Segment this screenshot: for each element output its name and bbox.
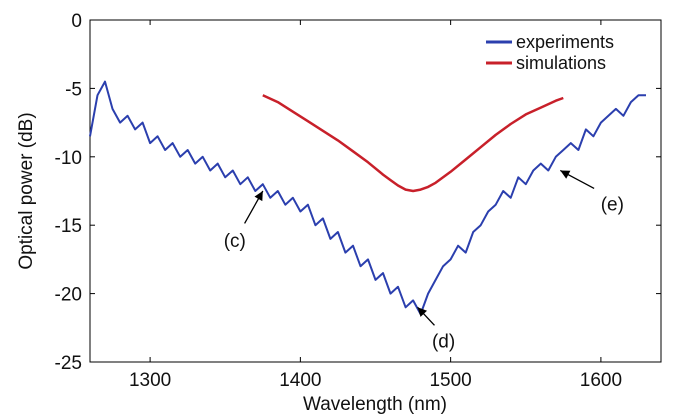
x-tick-label: 1500 bbox=[429, 370, 471, 391]
series-line-experiments bbox=[89, 80, 646, 316]
plot-frame bbox=[89, 19, 662, 363]
annotation-arrowhead bbox=[560, 170, 571, 179]
x-tick-label: 1600 bbox=[580, 370, 622, 391]
legend-label-experiments: experiments bbox=[516, 32, 614, 52]
annotation-label: (e) bbox=[601, 194, 624, 215]
y-axis-label: Optical power (dB) bbox=[16, 112, 37, 269]
y-tick-label: -25 bbox=[55, 353, 82, 374]
series-layer bbox=[89, 80, 646, 316]
plot-area bbox=[89, 19, 662, 363]
x-tick-label: 1300 bbox=[129, 370, 171, 391]
y-tick-label: 0 bbox=[71, 11, 82, 32]
y-axis-ticks: 0 -5 -10 -15 -20 -25 bbox=[55, 11, 661, 374]
annotation-arrowhead bbox=[254, 191, 263, 202]
legend: experiments simulations bbox=[486, 32, 614, 73]
x-axis-label: Wavelength (nm) bbox=[303, 394, 447, 415]
x-tick-label: 1400 bbox=[279, 370, 321, 391]
y-tick-label: -5 bbox=[65, 79, 82, 100]
annotation-arrowhead bbox=[417, 307, 427, 317]
series-line-simulations bbox=[262, 94, 564, 193]
legend-label-simulations: simulations bbox=[516, 53, 606, 73]
x-axis-ticks: 1300 1400 1500 1600 bbox=[129, 20, 622, 391]
annotation-label: (d) bbox=[432, 331, 455, 352]
annotation-label: (c) bbox=[224, 231, 246, 252]
y-tick-label: -10 bbox=[55, 148, 82, 169]
y-tick-label: -15 bbox=[55, 216, 82, 237]
y-tick-label: -20 bbox=[55, 285, 82, 306]
annotations: (c) (d) (e) bbox=[224, 169, 624, 352]
